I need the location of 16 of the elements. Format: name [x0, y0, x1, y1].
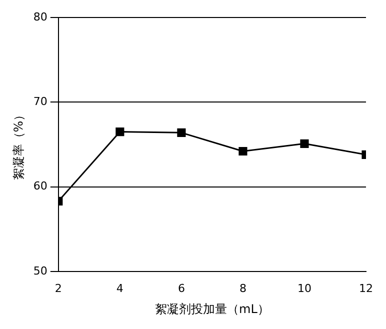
point — [116, 128, 124, 136]
x-tick-label: 12 — [359, 282, 373, 295]
x-tick-label: 2 — [54, 282, 62, 295]
x-tick-label: 10 — [297, 282, 312, 295]
point — [238, 146, 248, 156]
y-tick-label: 50 — [33, 264, 48, 278]
y-tick-label: 60 — [33, 180, 48, 193]
y-axis-title: 絮凝率（%） — [11, 108, 26, 180]
point — [177, 128, 186, 137]
x-axis-title: 絮凝剂投加量（mL） — [155, 302, 270, 316]
x-tick-label: 8 — [239, 282, 246, 295]
x-tick-label: 4 — [116, 282, 124, 295]
point — [300, 139, 309, 148]
y-tick-label: 80 — [33, 10, 48, 24]
y-tick-label: 70 — [33, 95, 48, 108]
x-tick-label: 6 — [178, 282, 185, 295]
